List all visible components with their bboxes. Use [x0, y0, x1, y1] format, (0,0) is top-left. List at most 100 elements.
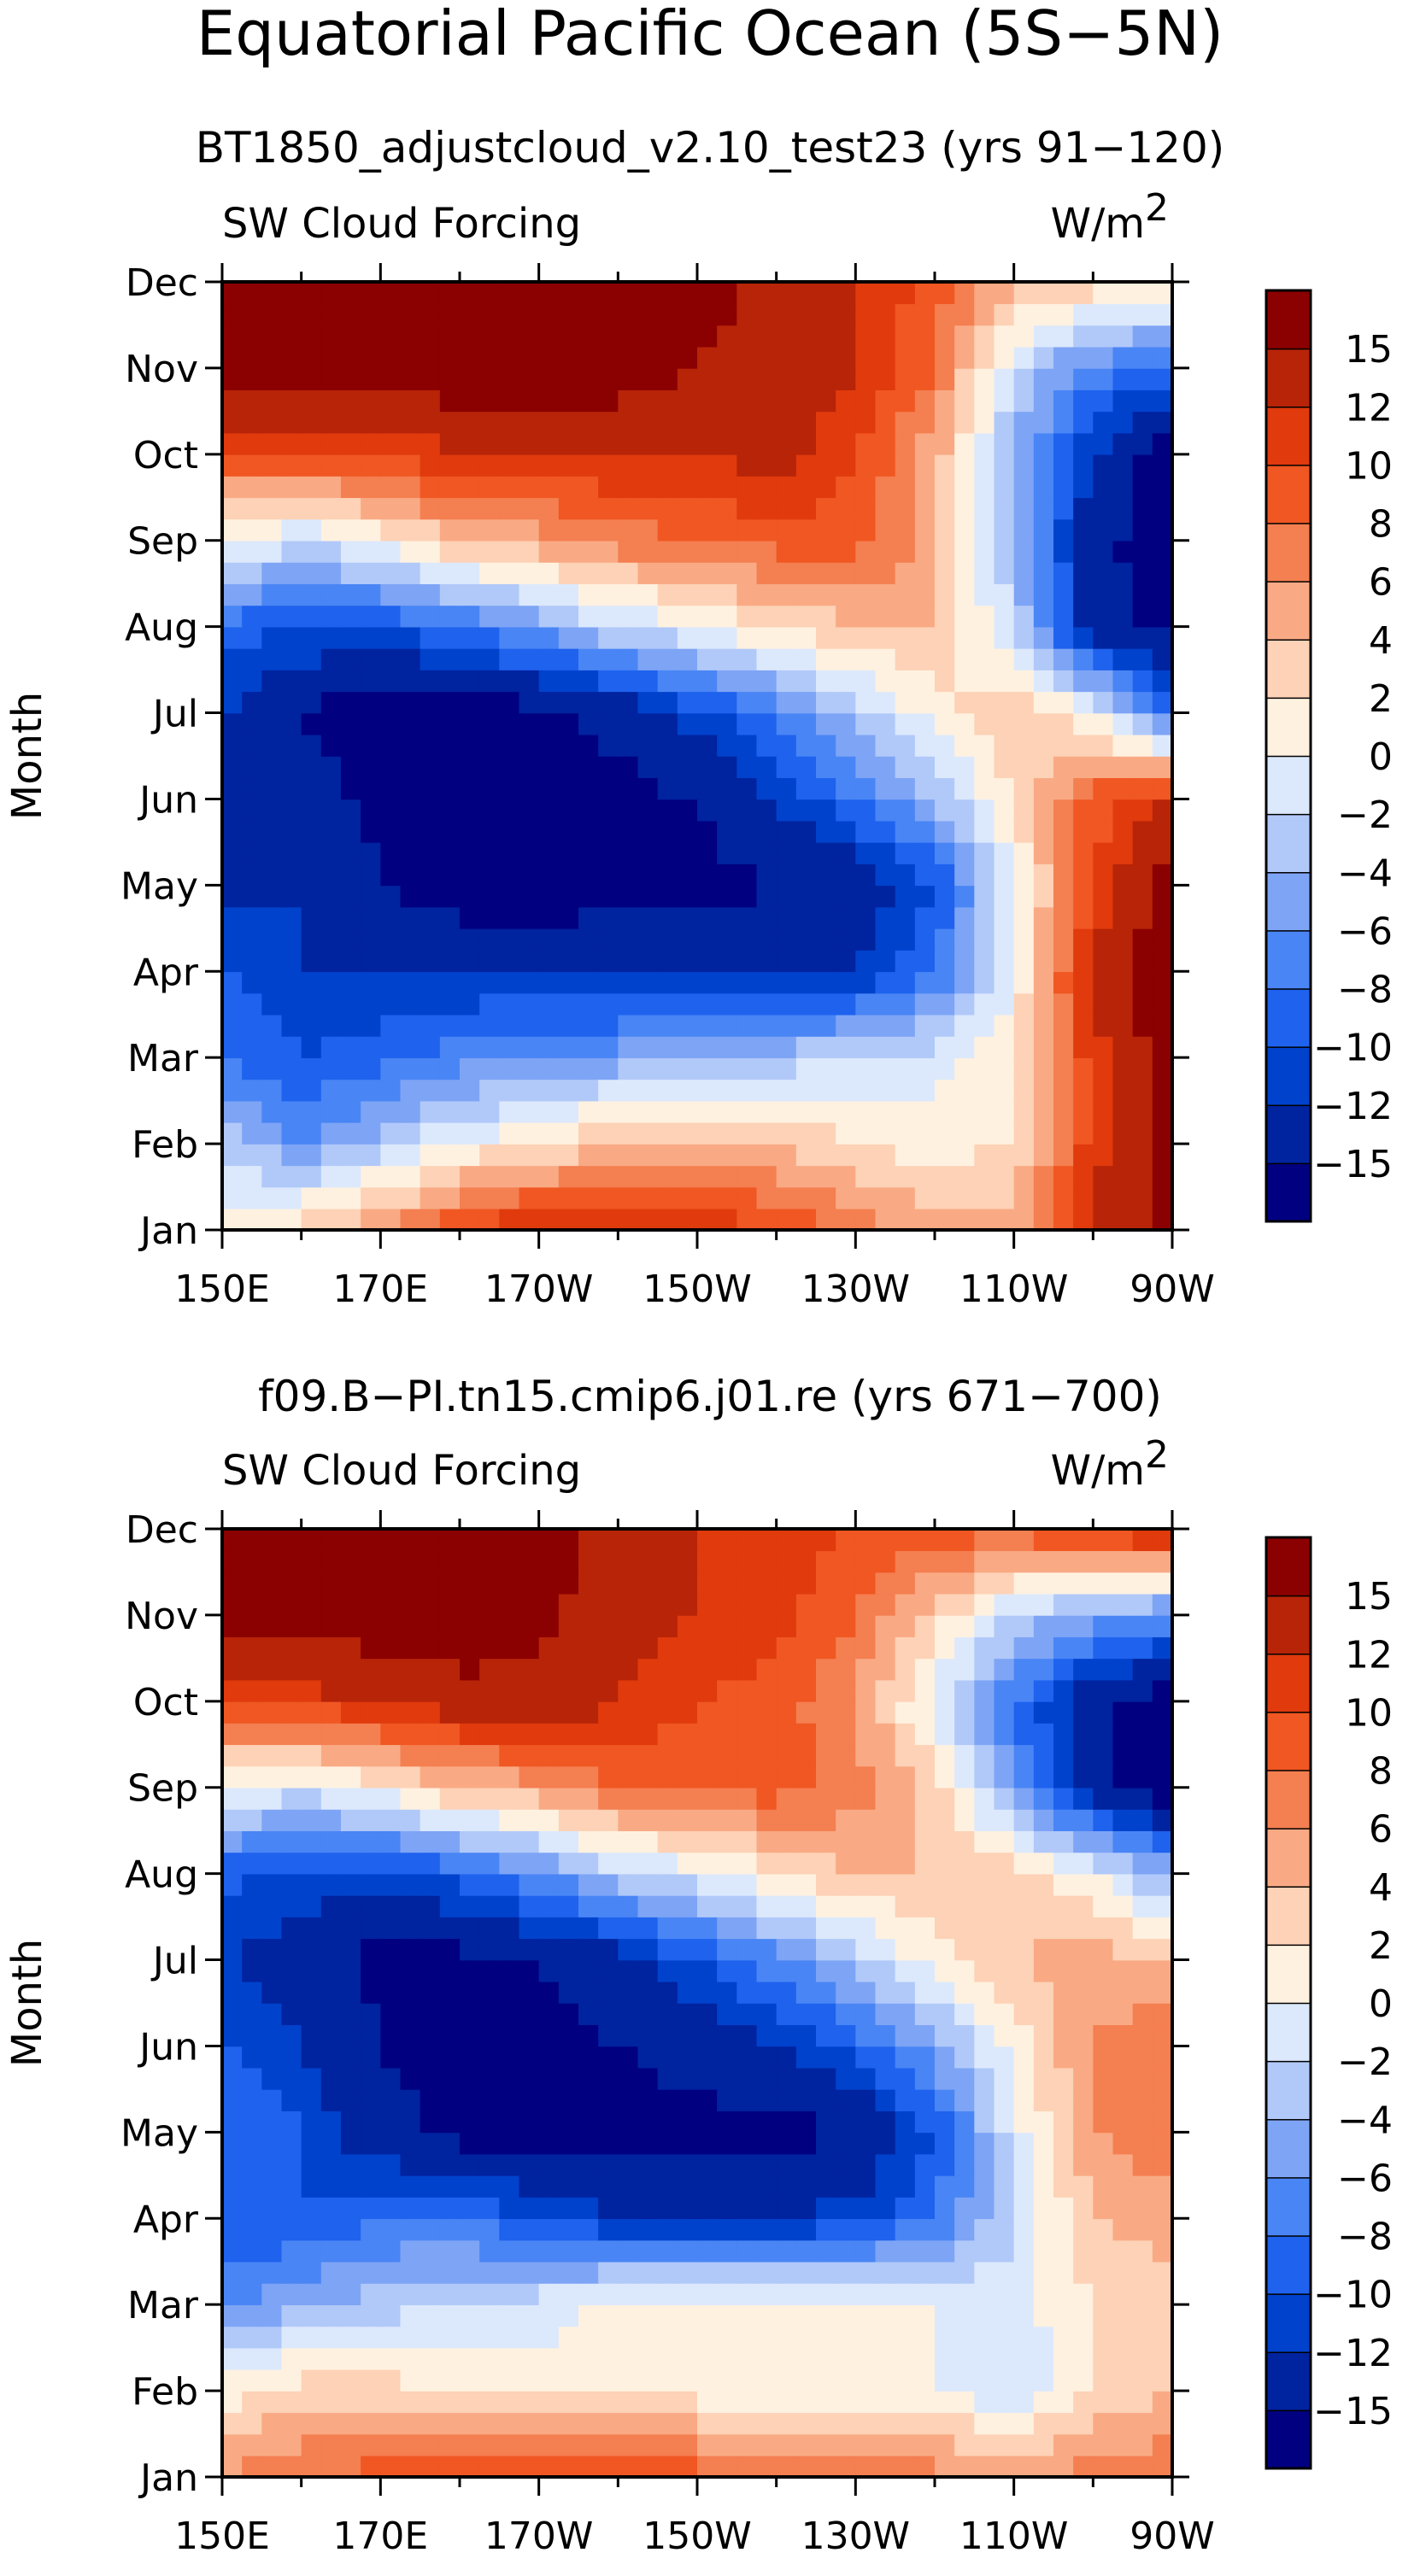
heatmap-cell: [816, 346, 836, 369]
heatmap-cell: [994, 1679, 1015, 1702]
heatmap-cell: [618, 906, 639, 929]
heatmap-cell: [736, 367, 758, 390]
heatmap-cell: [1152, 2368, 1172, 2392]
heatmap-cell: [776, 1808, 797, 1831]
heatmap-cell: [1073, 1787, 1094, 1810]
heatmap-cell: [736, 1614, 758, 1637]
heatmap-cell: [538, 2067, 560, 2090]
heatmap-cell: [519, 2239, 540, 2263]
heatmap-cell: [1112, 2368, 1134, 2392]
heatmap-cell: [914, 1550, 936, 1573]
heatmap-cell: [795, 2003, 817, 2026]
heatmap-cell: [420, 540, 441, 563]
heatmap-cell: [954, 1765, 976, 1789]
heatmap-cell: [776, 1723, 797, 1746]
colorbar-label: −15: [1313, 2390, 1393, 2433]
heatmap-cell: [1132, 1636, 1153, 1660]
heatmap-cell: [1152, 971, 1172, 994]
heatmap-cell: [320, 2175, 342, 2198]
heatmap-cell: [420, 1529, 441, 1552]
heatmap-cell: [935, 928, 955, 951]
heatmap-cell: [855, 1572, 877, 1595]
heatmap-cell: [519, 799, 540, 822]
y-tick-label: May: [120, 864, 198, 908]
heatmap-cell: [538, 1035, 560, 1058]
heatmap-cell: [697, 1035, 718, 1058]
heatmap-cell: [836, 2046, 857, 2069]
heatmap-cell: [538, 1636, 560, 1660]
heatmap-cell: [717, 605, 738, 628]
heatmap-cell: [1132, 2304, 1153, 2327]
heatmap-cell: [618, 864, 639, 887]
heatmap-cell: [261, 2197, 283, 2220]
heatmap-cell: [1013, 1186, 1035, 1209]
heatmap-cell: [499, 928, 520, 951]
heatmap-cell: [756, 1144, 777, 1167]
heatmap-cell: [657, 841, 678, 864]
heatmap-cell: [1033, 1830, 1054, 1853]
heatmap-cell: [439, 841, 461, 864]
heatmap-cell: [717, 2326, 738, 2349]
heatmap-cell: [1093, 1572, 1114, 1595]
heatmap-cell: [855, 820, 877, 843]
heatmap-cell: [618, 1014, 639, 1037]
heatmap-cell: [954, 756, 976, 779]
heatmap-cell: [1073, 454, 1094, 477]
heatmap-cell: [341, 2412, 361, 2435]
heatmap-cell: [875, 2304, 896, 2327]
heatmap-cell: [1093, 303, 1114, 326]
heatmap-cell: [281, 820, 302, 843]
heatmap-cell: [420, 411, 441, 434]
heatmap-cell: [994, 1852, 1015, 1875]
heatmap-cell: [618, 2368, 639, 2392]
heatmap-cell: [1073, 2282, 1094, 2305]
heatmap-cell: [776, 841, 797, 864]
heatmap-cell: [677, 1208, 698, 1230]
heatmap-cell: [538, 2132, 560, 2155]
heatmap-cell: [558, 2326, 579, 2349]
heatmap-cell: [538, 1744, 560, 1767]
heatmap-cell: [974, 1636, 995, 1660]
heatmap-cell: [677, 1873, 698, 1896]
heatmap-cell: [697, 885, 718, 908]
heatmap-cell: [380, 2175, 402, 2198]
heatmap-cell: [460, 1079, 480, 1102]
heatmap-cell: [736, 2261, 758, 2284]
heatmap-cell: [1152, 1938, 1172, 1961]
heatmap-cell: [1132, 1121, 1153, 1145]
heatmap-cell: [558, 1701, 579, 1724]
heatmap-cell: [994, 2326, 1015, 2349]
heatmap-cell: [756, 1529, 777, 1552]
heatmap-cell: [994, 1100, 1015, 1123]
heatmap-cell: [538, 1938, 560, 1961]
heatmap-cell: [301, 1636, 322, 1660]
heatmap-cell: [697, 1529, 718, 1552]
heatmap-cell: [795, 2304, 817, 2327]
heatmap-cell: [736, 1165, 758, 1188]
heatmap-cell: [320, 583, 342, 606]
heatmap-cell: [1093, 454, 1114, 477]
heatmap-cell: [875, 864, 896, 887]
heatmap-cell: [914, 1808, 936, 1831]
heatmap-cell: [1132, 303, 1153, 326]
heatmap-cell: [1152, 756, 1172, 779]
heatmap-cell: [460, 670, 480, 693]
heatmap-cell: [261, 756, 283, 779]
heatmap-cell: [914, 712, 936, 735]
heatmap-cell: [320, 1917, 342, 1940]
heatmap-cell: [281, 2326, 302, 2349]
heatmap-cell: [855, 1144, 877, 1167]
heatmap-cell: [657, 1100, 678, 1123]
heatmap-cell: [697, 1981, 718, 2004]
heatmap-cell: [697, 647, 718, 670]
heatmap-cell: [697, 1121, 718, 1145]
heatmap-cell: [598, 691, 619, 714]
heatmap-cell: [954, 2088, 976, 2111]
heatmap-cell: [935, 1614, 955, 1637]
heatmap-cell: [320, 1981, 342, 2004]
heatmap-cell: [1152, 2412, 1172, 2435]
heatmap-cell: [618, 1035, 639, 1058]
heatmap-cell: [1033, 2304, 1054, 2327]
heatmap-cell: [301, 799, 322, 822]
